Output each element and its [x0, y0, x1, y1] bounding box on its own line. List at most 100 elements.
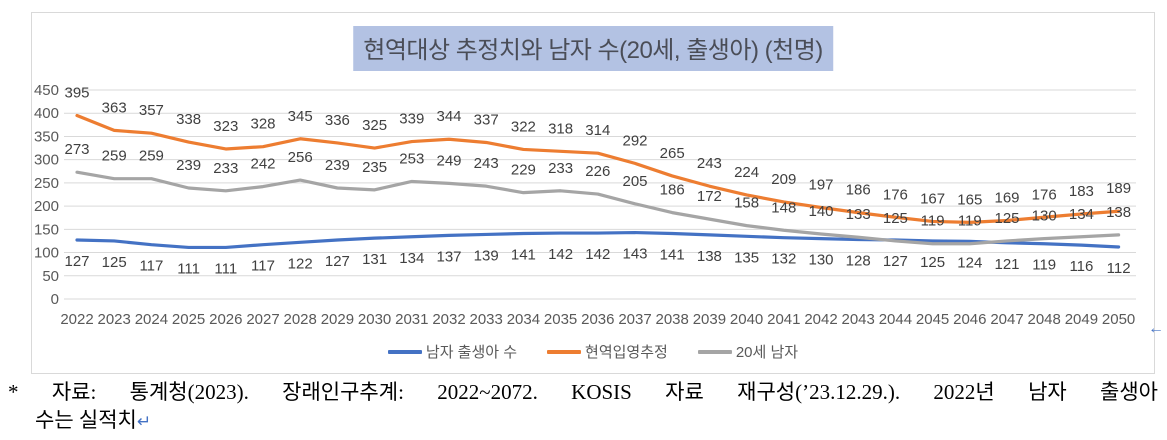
- svg-text:141: 141: [660, 247, 685, 264]
- svg-text:128: 128: [846, 253, 871, 270]
- svg-text:2027: 2027: [246, 311, 279, 328]
- svg-text:130: 130: [808, 252, 833, 269]
- svg-text:2046: 2046: [953, 311, 986, 328]
- chart-frame: 0 50 100 150 200 250 300 350 400 450 2022 2023 2024 2…: [31, 12, 1155, 374]
- svg-text:2023: 2023: [98, 311, 131, 328]
- svg-text:226: 226: [585, 163, 610, 180]
- svg-text:116: 116: [1069, 258, 1093, 275]
- svg-text:450: 450: [34, 82, 59, 99]
- svg-text:2043: 2043: [842, 311, 875, 328]
- legend-dash-icon: [387, 349, 422, 354]
- svg-text:2038: 2038: [656, 311, 689, 328]
- svg-text:172: 172: [697, 188, 722, 205]
- svg-text:169: 169: [994, 190, 1019, 207]
- svg-text:224: 224: [734, 164, 759, 181]
- svg-text:122: 122: [288, 255, 313, 272]
- svg-text:119: 119: [921, 213, 945, 230]
- svg-text:148: 148: [771, 199, 796, 216]
- svg-text:143: 143: [622, 246, 647, 263]
- legend-item-2: 20세 남자: [697, 341, 798, 362]
- svg-text:209: 209: [771, 171, 796, 188]
- legend-label: 현역입영추정: [585, 344, 668, 361]
- legend-item-0: 남자 출생아 수: [387, 341, 518, 362]
- svg-text:0: 0: [51, 291, 59, 308]
- svg-text:2037: 2037: [618, 311, 651, 328]
- svg-text:127: 127: [883, 253, 908, 270]
- anchor-left-arrow-icon: ←: [1148, 320, 1164, 337]
- svg-text:125: 125: [883, 210, 908, 227]
- svg-text:205: 205: [622, 173, 647, 190]
- svg-text:2039: 2039: [693, 311, 726, 328]
- svg-text:133: 133: [846, 206, 871, 223]
- svg-text:2036: 2036: [581, 311, 614, 328]
- series-line: [75, 230, 1121, 250]
- svg-text:233: 233: [213, 160, 238, 177]
- svg-text:328: 328: [250, 116, 275, 133]
- series-data-labels: 127 125 117 111 111 117 122 127 131 134 137 139 141 1…: [64, 246, 1130, 278]
- svg-text:176: 176: [883, 186, 908, 203]
- svg-text:337: 337: [474, 111, 499, 128]
- svg-text:243: 243: [474, 155, 499, 172]
- svg-text:186: 186: [846, 182, 871, 199]
- svg-text:233: 233: [548, 160, 573, 177]
- svg-text:363: 363: [102, 99, 127, 116]
- svg-text:124: 124: [957, 254, 982, 271]
- footnote-line-2: 수는 실적치↵: [8, 406, 1158, 436]
- svg-text:125: 125: [920, 254, 945, 271]
- svg-text:139: 139: [474, 247, 499, 264]
- svg-text:242: 242: [250, 156, 275, 173]
- svg-text:176: 176: [1032, 186, 1057, 203]
- legend-item-1: 현역입영추정: [547, 341, 668, 362]
- svg-text:197: 197: [808, 177, 833, 194]
- footnote-line-1: * 자료: 통계청(2023). 장래인구추계: 2022~2072. KOSI…: [8, 380, 1158, 404]
- svg-text:250: 250: [34, 175, 59, 192]
- svg-text:229: 229: [511, 162, 536, 179]
- legend-label: 남자 출생아 수: [425, 344, 518, 361]
- legend-dash-icon: [547, 349, 582, 354]
- svg-text:119: 119: [1032, 257, 1056, 274]
- return-mark-icon: ↵: [136, 412, 152, 431]
- svg-text:186: 186: [660, 182, 685, 199]
- svg-text:235: 235: [362, 159, 387, 176]
- svg-text:167: 167: [920, 190, 945, 207]
- svg-text:134: 134: [1069, 206, 1094, 223]
- y-axis-tick-labels: 0 50 100 150 200 250 300 350 400 450: [34, 82, 59, 308]
- gridlines: [64, 89, 1136, 300]
- svg-text:2048: 2048: [1028, 311, 1061, 328]
- svg-text:345: 345: [288, 108, 313, 125]
- svg-text:338: 338: [176, 111, 201, 128]
- legend-dash-icon: [697, 349, 732, 354]
- svg-text:2035: 2035: [544, 311, 577, 328]
- svg-text:127: 127: [325, 253, 350, 270]
- chart-legend: 남자 출생아 수 현역입영추정 20세 남자: [32, 341, 1154, 362]
- svg-text:249: 249: [436, 152, 461, 169]
- chart-title: 현역대상 추정치와 남자 수(20세, 출생아) (천명): [353, 26, 833, 71]
- svg-text:292: 292: [622, 132, 647, 149]
- x-axis-tick-labels: 2022 2023 2024 2025 2026 2027 2028 2029 2030 2031…: [60, 311, 1135, 328]
- svg-text:150: 150: [34, 221, 59, 238]
- svg-text:100: 100: [34, 245, 59, 262]
- svg-text:111: 111: [214, 260, 237, 277]
- svg-text:2031: 2031: [395, 311, 428, 328]
- svg-text:132: 132: [771, 251, 796, 268]
- svg-text:2042: 2042: [804, 311, 837, 328]
- svg-text:2032: 2032: [432, 311, 465, 328]
- svg-text:112: 112: [1107, 260, 1131, 277]
- svg-text:259: 259: [102, 148, 127, 165]
- svg-text:2026: 2026: [209, 311, 242, 328]
- svg-text:322: 322: [511, 118, 536, 135]
- series-line: [75, 113, 1121, 224]
- svg-text:138: 138: [1106, 204, 1131, 221]
- svg-text:323: 323: [213, 118, 238, 135]
- svg-text:135: 135: [734, 249, 759, 266]
- svg-text:141: 141: [511, 247, 536, 264]
- svg-text:339: 339: [399, 111, 424, 128]
- svg-text:2041: 2041: [767, 311, 800, 328]
- svg-text:357: 357: [139, 102, 164, 119]
- svg-text:253: 253: [399, 150, 424, 167]
- svg-text:2025: 2025: [172, 311, 205, 328]
- svg-text:130: 130: [1032, 208, 1057, 225]
- svg-text:142: 142: [548, 246, 573, 263]
- svg-text:2045: 2045: [916, 311, 949, 328]
